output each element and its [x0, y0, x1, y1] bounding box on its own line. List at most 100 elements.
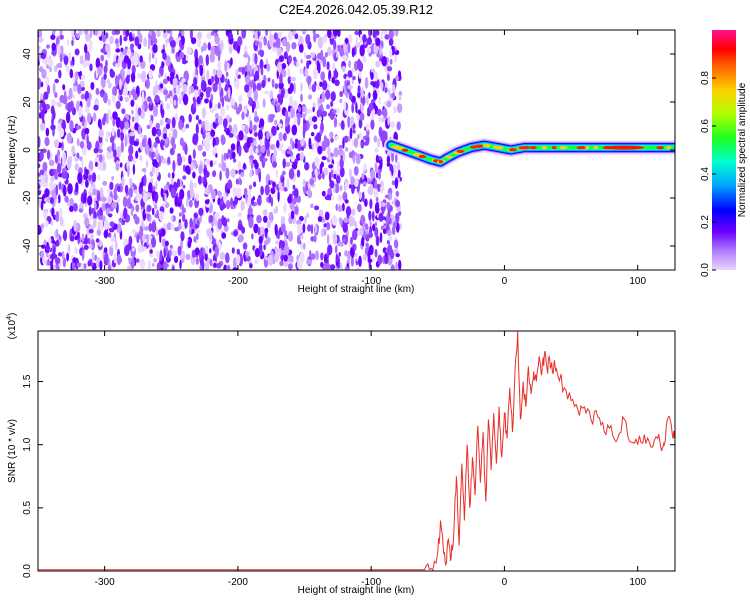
spectrogram-x-tick-label: -200: [228, 276, 248, 287]
noise-speckle: [368, 102, 374, 112]
signal-band: [389, 143, 675, 164]
noise-speckle: [398, 259, 402, 270]
noise-speckle: [56, 162, 62, 174]
noise-speckle: [357, 229, 361, 236]
noise-speckle: [221, 96, 225, 109]
noise-speckle: [313, 32, 317, 43]
noise-speckle: [224, 60, 228, 72]
noise-speckle: [339, 90, 344, 98]
noise-speckle: [347, 70, 353, 78]
noise-speckle: [254, 132, 258, 137]
noise-speckle: [326, 104, 330, 110]
noise-speckle: [277, 31, 283, 38]
signal-hotspot: [508, 148, 517, 152]
noise-speckle: [320, 49, 324, 61]
signal-hotspot: [418, 154, 427, 159]
noise-speckle: [202, 108, 206, 119]
noise-speckle: [103, 65, 108, 74]
noise-speckle: [370, 119, 375, 130]
noise-speckle: [172, 143, 177, 150]
spectrogram-x-tick-label: 0: [502, 276, 508, 287]
noise-speckle: [342, 221, 348, 233]
noise-speckle: [275, 240, 279, 245]
noise-speckle: [125, 75, 130, 85]
noise-speckle: [119, 34, 123, 46]
noise-speckle: [306, 259, 312, 265]
noise-speckle: [281, 176, 285, 184]
noise-speckle: [338, 122, 342, 127]
noise-speckle: [305, 54, 311, 60]
noise-speckle: [396, 121, 401, 131]
noise-speckle: [152, 106, 159, 117]
noise-speckle: [96, 190, 101, 202]
noise-speckle: [243, 187, 248, 197]
noise-speckle: [95, 87, 100, 96]
noise-speckle: [38, 36, 44, 43]
noise-speckle: [394, 54, 398, 63]
noise-speckle: [151, 192, 155, 197]
noise-speckle: [301, 113, 307, 118]
noise-speckle: [209, 52, 215, 63]
noise-speckle: [58, 207, 63, 218]
noise-speckle: [200, 79, 206, 92]
noise-speckle: [99, 260, 103, 270]
noise-speckle: [53, 65, 58, 72]
noise-speckle: [378, 199, 382, 210]
snr-y-tick-label: 1.0: [22, 437, 33, 451]
noise-speckle: [192, 171, 196, 179]
noise-speckle: [299, 151, 304, 162]
noise-speckle: [51, 118, 54, 126]
noise-speckle: [102, 161, 106, 171]
noise-speckle: [204, 98, 209, 104]
noise-speckle: [363, 163, 367, 172]
noise-speckle: [310, 224, 314, 235]
noise-speckle: [397, 161, 400, 171]
noise-speckle: [85, 179, 89, 188]
noise-speckle: [109, 35, 114, 45]
noise-speckle: [272, 161, 277, 168]
noise-speckle: [171, 47, 175, 54]
noise-speckle: [96, 228, 102, 236]
noise-speckle: [290, 155, 296, 163]
noise-speckle: [353, 166, 359, 176]
noise-speckle: [362, 55, 367, 63]
noise-speckle: [359, 44, 365, 57]
noise-speckle: [185, 123, 190, 129]
noise-speckle: [287, 75, 291, 85]
noise-speckle: [135, 150, 139, 159]
noise-speckle: [358, 255, 362, 267]
signal-hotspot: [482, 144, 491, 148]
noise-speckle: [143, 174, 147, 187]
noise-speckle: [200, 46, 204, 53]
noise-speckle: [117, 196, 120, 205]
noise-speckle: [124, 96, 130, 103]
noise-speckle: [382, 107, 388, 119]
noise-speckle: [142, 192, 148, 203]
noise-speckle: [91, 250, 95, 262]
noise-speckle: [344, 179, 349, 184]
noise-speckle: [86, 134, 89, 146]
noise-speckle: [227, 188, 231, 194]
noise-speckle: [67, 243, 71, 254]
noise-speckle: [44, 188, 50, 198]
noise-speckle: [258, 171, 261, 183]
noise-speckle: [212, 137, 216, 148]
noise-speckle: [181, 78, 186, 83]
noise-speckle: [398, 90, 403, 97]
noise-speckle: [103, 219, 110, 230]
noise-speckle: [129, 177, 133, 187]
noise-speckle: [251, 104, 255, 114]
noise-speckle: [225, 199, 231, 210]
noise-speckle: [204, 139, 210, 152]
noise-speckle: [118, 217, 123, 223]
noise-speckle: [66, 132, 72, 144]
noise-speckle: [174, 255, 179, 264]
signal-hotspot: [529, 146, 537, 150]
noise-speckle: [324, 253, 327, 264]
noise-speckle: [220, 200, 224, 206]
noise-speckle: [131, 30, 135, 34]
spectrogram-x-tick-label: 100: [629, 276, 646, 287]
noise-speckle: [392, 84, 396, 95]
noise-speckle: [221, 232, 227, 239]
noise-speckle: [181, 59, 187, 65]
